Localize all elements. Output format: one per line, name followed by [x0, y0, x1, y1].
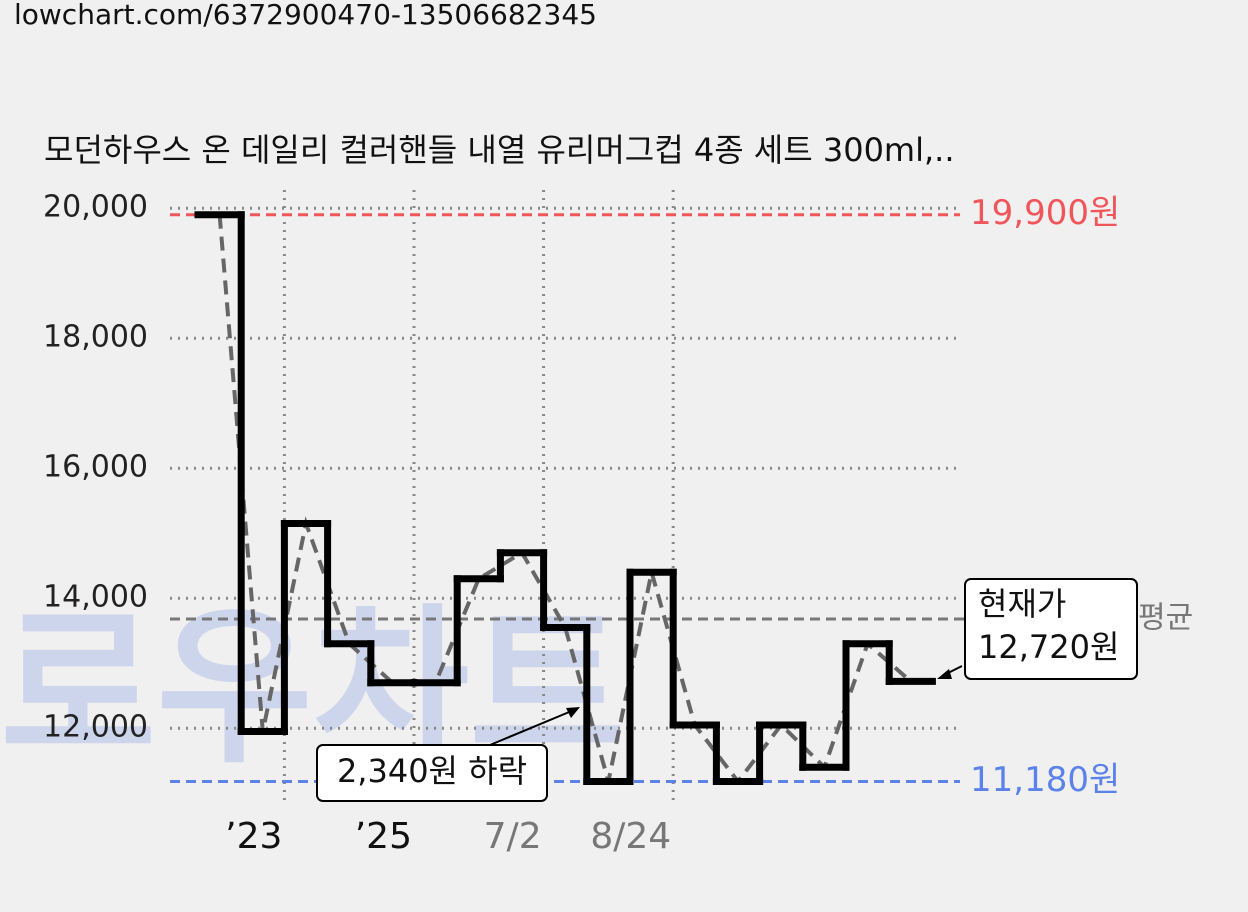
annotation-text: 2,340원 하락	[337, 752, 527, 790]
y-tick-label: 12,000	[43, 710, 148, 745]
url-header: lowchart.com/6372900470-13506682345	[14, 0, 597, 31]
arrow-head	[566, 707, 580, 718]
x-tick-label: ’23	[225, 816, 282, 857]
reference-label: 11,180원	[970, 760, 1120, 800]
arrow-head	[937, 669, 952, 679]
reference-label: 평균	[1138, 601, 1193, 636]
annotation-box	[316, 744, 548, 802]
x-tick-label: ’25	[355, 816, 412, 857]
arrow	[489, 709, 575, 746]
y-tick-label: 14,000	[43, 580, 148, 615]
x-tick-label: 8/24	[590, 816, 671, 857]
reference-label: 19,900원	[970, 193, 1120, 233]
x-tick-label: 7/2	[484, 816, 542, 857]
annotation-text: 현재가	[978, 585, 1066, 623]
chart-title: 모던하우스 온 데일리 컬러핸들 내열 유리머그컵 4종 세트 300ml,..	[44, 131, 955, 169]
y-tick-label: 18,000	[43, 320, 148, 355]
annotation-box	[964, 578, 1138, 680]
trend-line	[217, 214, 913, 785]
annotation-text: 12,720원	[978, 628, 1119, 666]
y-tick-label: 16,000	[43, 450, 148, 485]
y-tick-label: 20,000	[43, 190, 148, 225]
